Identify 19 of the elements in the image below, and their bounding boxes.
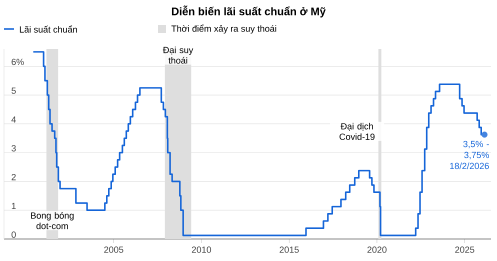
text: Thời điểm xảy ra suy thoái bbox=[171, 24, 276, 34]
chart-title: Diễn biến lãi suất chuẩn ở Mỹ bbox=[172, 6, 326, 18]
y-tick-label: 0 bbox=[12, 231, 16, 238]
x-tick-label: 2025 bbox=[455, 246, 474, 253]
annotation: 3,5% - 3,75% 18/2/2026 bbox=[450, 140, 489, 170]
y-tick-label: 3 bbox=[12, 145, 16, 152]
band-label: Bong bóng dot-com bbox=[31, 212, 74, 230]
y-tick-label: 6% bbox=[12, 58, 24, 66]
legend-label: Lãi suất chuẩn bbox=[20, 25, 77, 33]
y-tick-label: 1 bbox=[12, 202, 16, 210]
band-label: Đại suy thoái bbox=[162, 46, 194, 64]
x-tick-label: 2005 bbox=[104, 246, 124, 253]
y-tick-label: 2 bbox=[12, 174, 16, 180]
x-tick-label: 2015 bbox=[280, 246, 299, 253]
y-tick-label: 4 bbox=[11, 116, 16, 123]
x-tick-label: 2020 bbox=[367, 246, 387, 253]
band-label: Đại dịch Covid-19 bbox=[340, 122, 375, 140]
x-tick-label: 2010 bbox=[192, 246, 212, 253]
y-tick-label: 5 bbox=[12, 88, 16, 94]
